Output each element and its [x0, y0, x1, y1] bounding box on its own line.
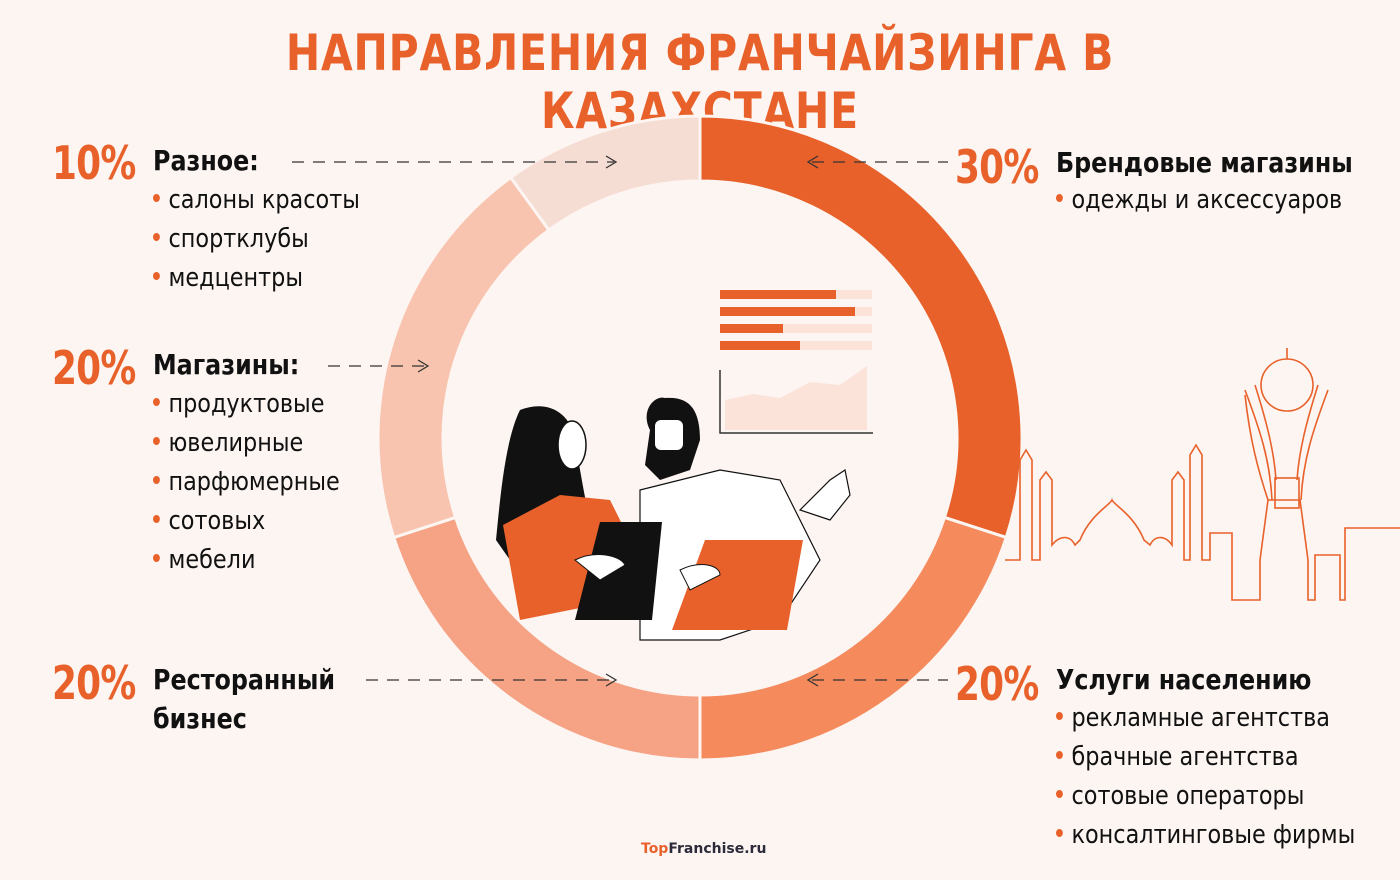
list-item: спортклубы [153, 220, 360, 259]
astana-skyline-icon [1005, 348, 1400, 601]
list-item: медцентры [153, 259, 360, 298]
percent-label-brand-stores: 30% [955, 140, 1039, 194]
list-item: брачные агентства [1056, 738, 1355, 777]
bullet-icon [153, 553, 160, 562]
list-item: сотовые операторы [1056, 777, 1355, 816]
category-list-misc: салоны красоты спортклубы медцентры [153, 181, 394, 298]
list-item: мебели [153, 541, 340, 580]
donut-segments [376, 114, 1024, 762]
dashboard-illustration [719, 290, 873, 434]
category-heading-restaurants: Ресторанный [153, 663, 336, 696]
site-logo[interactable]: TopFranchise.ru [641, 841, 767, 857]
percent-label-shops: 20% [52, 341, 136, 395]
bullet-icon [1056, 828, 1063, 837]
category-heading-shops: Магазины: [153, 348, 300, 381]
category-list-shops: продуктовые ювелирные парфюмерные сотовы… [153, 385, 370, 580]
people-illustration [496, 397, 851, 641]
list-item: одежды и аксессуаров [1056, 181, 1342, 220]
category-list-services: рекламные агентства брачные агентства со… [1056, 699, 1400, 855]
percent-label-misc: 10% [52, 136, 136, 190]
list-item: парфюмерные [153, 463, 340, 502]
list-item: продуктовые [153, 385, 340, 424]
bullet-icon [153, 193, 160, 202]
category-heading-misc: Разное: [153, 144, 259, 177]
bullet-icon [1056, 789, 1063, 798]
bullet-icon [1056, 750, 1063, 759]
bullet-icon [153, 514, 160, 523]
category-heading-restaurants-line2: бизнес [153, 702, 247, 735]
percent-label-restaurants: 20% [52, 656, 136, 710]
percent-label-services: 20% [955, 657, 1039, 711]
connector-arrows [292, 155, 948, 687]
list-item: консалтинговые фирмы [1056, 816, 1355, 855]
bullet-icon [153, 232, 160, 241]
bullet-icon [153, 475, 160, 484]
list-item: салоны красоты [153, 181, 360, 220]
donut-segment [508, 114, 702, 233]
category-list-brand-stores: одежды и аксессуаров [1056, 181, 1389, 220]
list-item: сотовых [153, 502, 340, 541]
bullet-icon [1056, 711, 1063, 720]
category-heading-brand-stores: Брендовые магазины [1056, 146, 1353, 179]
category-heading-services: Услуги населению [1056, 663, 1312, 696]
bullet-icon [153, 436, 160, 445]
bullet-icon [1056, 193, 1063, 202]
list-item: ювелирные [153, 424, 340, 463]
list-item: рекламные агентства [1056, 699, 1355, 738]
bullet-icon [153, 271, 160, 280]
page-title: НАПРАВЛЕНИЯ ФРАНЧАЙЗИНГА В КАЗАХСТАНЕ [285, 24, 1115, 140]
bullet-icon [153, 397, 160, 406]
